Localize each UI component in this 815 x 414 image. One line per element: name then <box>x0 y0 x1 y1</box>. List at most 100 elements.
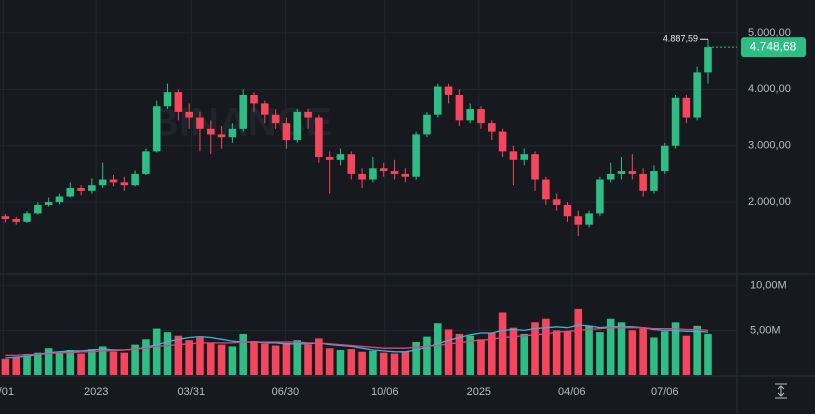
volume-bar <box>520 333 529 375</box>
candle-body <box>336 154 345 160</box>
candle-body <box>552 199 561 205</box>
candle-body <box>206 128 215 135</box>
candle-body <box>509 151 518 160</box>
volume-bar <box>44 348 53 375</box>
volume-bar <box>1 358 10 375</box>
candle-body <box>444 86 453 95</box>
volume-bar <box>606 318 615 375</box>
candle-body <box>693 72 701 118</box>
candle-body <box>196 117 204 129</box>
volume-bar <box>239 333 247 375</box>
volume-bar <box>142 339 150 375</box>
x-tick-label: 2023 <box>84 386 108 398</box>
volume-bar <box>34 352 42 375</box>
candle-body <box>174 92 183 112</box>
candle-body <box>347 154 356 174</box>
last-price-label: 4.748,68 <box>750 39 797 53</box>
candle-body <box>423 114 431 135</box>
candle-body <box>477 109 485 124</box>
volume-bar <box>498 312 507 375</box>
candle-body <box>185 111 193 118</box>
volume-bar <box>174 335 183 375</box>
volume-bar <box>315 338 323 375</box>
candle-body <box>98 179 107 186</box>
scale-toggle[interactable] <box>775 383 787 399</box>
x-tick-label: 07/06 <box>651 386 679 398</box>
candle-body <box>704 47 712 73</box>
volume-bar <box>271 345 280 375</box>
volume-bar <box>88 349 96 375</box>
candle-body <box>574 216 583 225</box>
candle-body <box>44 202 53 205</box>
volume-bar <box>196 337 204 375</box>
candle-body <box>369 168 377 180</box>
volume-bar <box>206 342 215 375</box>
candle-body <box>282 123 291 141</box>
volume-bar <box>390 353 399 375</box>
candle-body <box>163 92 172 107</box>
candle-body <box>217 134 226 138</box>
volume-bar <box>325 348 334 375</box>
volume-bar <box>261 343 269 375</box>
volume-bar <box>109 351 118 375</box>
volume-bar <box>401 351 410 375</box>
volume-bar <box>250 341 258 375</box>
volume-bar <box>282 342 291 375</box>
volume-bar <box>660 331 669 375</box>
volume-bar <box>293 340 302 375</box>
y-tick-label: 2.000,00 <box>748 196 791 208</box>
candle-body <box>639 173 647 191</box>
candle-body <box>617 171 626 174</box>
volume-bar <box>585 325 593 375</box>
volume-bar <box>369 350 377 375</box>
volume-bar <box>650 337 658 375</box>
candle-body <box>239 94 247 129</box>
volume-bar <box>66 350 75 375</box>
candle-body <box>542 179 550 200</box>
candle-body <box>131 173 139 186</box>
volume-bar <box>131 344 139 375</box>
volume-bar <box>358 351 366 375</box>
candle-body <box>412 134 420 177</box>
candle-body <box>261 103 269 115</box>
candle-body <box>304 111 312 118</box>
x-tick-label: 04/06 <box>558 386 586 398</box>
volume-bar <box>563 331 572 375</box>
volume-bar <box>693 325 701 375</box>
volume-bar <box>77 353 85 375</box>
candle-body <box>34 204 42 214</box>
candle-body <box>585 213 593 225</box>
volume-bar <box>98 346 107 375</box>
last-price-badge <box>741 37 806 58</box>
candle-body <box>671 97 680 146</box>
candle-body <box>682 97 691 118</box>
volume-bar <box>596 332 604 375</box>
candle-body <box>466 109 474 121</box>
candle-body <box>498 131 507 152</box>
volume-bar <box>347 349 356 375</box>
x-tick-label: 03/31 <box>178 386 206 398</box>
candle-body <box>109 179 118 183</box>
candle-body <box>379 168 388 172</box>
volume-bar <box>488 333 496 375</box>
candle-body <box>12 219 20 222</box>
volume-bar <box>466 335 474 375</box>
y-tick-label: 3.000,00 <box>748 140 791 152</box>
volume-ma-line <box>5 327 709 357</box>
volume-bar <box>228 346 237 375</box>
candle-body <box>520 154 529 160</box>
volume-bar <box>671 322 680 375</box>
candle-body <box>563 204 572 217</box>
volume-bar <box>628 330 637 375</box>
volume-tick-label: 10,00M <box>750 280 787 292</box>
volume-bar <box>682 335 691 375</box>
candle-body <box>315 117 323 157</box>
candle-body <box>66 188 75 197</box>
candle-body <box>455 94 464 121</box>
volume-tick-label: 5,00M <box>750 324 781 336</box>
candle-body <box>650 171 658 191</box>
candle-body <box>390 171 399 174</box>
high-marker-label: 4.887,59 <box>663 34 698 44</box>
volume-bar <box>455 333 464 375</box>
